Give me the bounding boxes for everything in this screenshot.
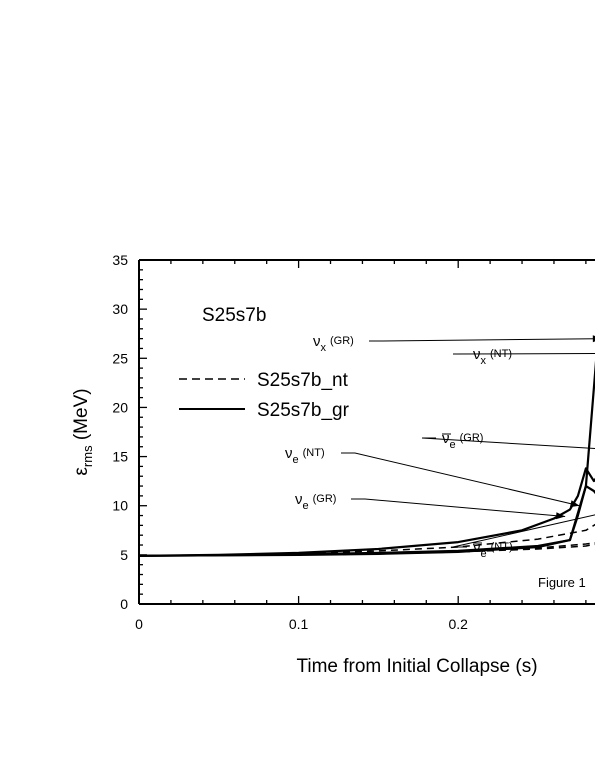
annotation-symbol: ν [313,333,321,350]
annotation-symbol: ν [442,430,450,447]
y-tick-label: 0 [120,596,128,612]
chart-title: S25s7b [202,305,266,326]
svg-text:εrms (MeV): εrms (MeV) [71,388,95,475]
annotation-sub: x [481,355,487,367]
annotation-leader [369,338,595,342]
annotation-leader [452,514,595,548]
legend: S25s7b_nt S25s7b_gr [179,370,350,421]
x-tick-label: 0 [135,616,143,632]
annotation-symbol: ν [473,539,481,556]
figure-label: Figure 1 [538,575,586,590]
x-tick-label: 0.1 [289,616,309,632]
series-line [138,523,595,557]
annotation-sub: e [303,500,309,512]
annotation-tag: (GR) [313,493,337,505]
y-tick-label: 5 [120,547,128,563]
y-tick-label: 35 [112,252,128,268]
annotation-sub: e [481,548,487,560]
annotation-leader [452,353,595,355]
series-lines [138,360,595,557]
y-axis-title-sub: rms [80,445,95,467]
annotation-sub: e [450,439,456,451]
legend-label-gr: S25s7b_gr [257,400,350,421]
legend-label-nt: S25s7b_nt [257,370,349,391]
annotation-symbol: ν [295,491,303,508]
x-axis-title: Time from Initial Collapse (s) [296,656,537,677]
series-line [138,467,595,557]
annotation-tag: (NT) [303,447,325,459]
y-tick-label: 15 [112,449,128,465]
annotation-label: νe (NT) [473,539,513,560]
axis-ticks: 00.10.20.30.405101520253035 [112,252,587,632]
annotation-symbol: ν [473,346,481,363]
y-axis-title-symbol: ε [71,467,92,476]
series-line [138,542,595,557]
annotation-label: νx(GR) [313,333,354,354]
annotation-sub: x [321,342,327,354]
line-annotations: νx(GR)νx(NT)νe(NT)νe(GR)νe(GR)νe(NT) [285,333,595,560]
plot-axes [138,259,595,605]
annotation-leader [341,452,580,507]
annotation-leader [351,498,566,518]
series-line [138,360,595,557]
annotation-symbol: ν [285,445,293,462]
y-tick-label: 20 [112,399,128,415]
series-line [138,543,595,557]
y-tick-label: 30 [112,301,128,317]
annotation-arrowhead [592,335,595,343]
y-axis-title: εrms (MeV) [71,388,95,475]
x-tick-label: 0.2 [448,616,468,632]
annotation-sub: e [293,454,299,466]
annotation-label: νe (NT) [285,445,325,466]
annotation-leader [421,437,595,449]
y-tick-label: 10 [112,498,128,514]
annotation-tag: (GR) [460,432,484,444]
series-line [138,485,595,557]
annotation-tag: (NT) [491,541,513,553]
annotation-arrowhead [569,500,580,508]
annotation-arrowhead [555,512,566,520]
y-axis-title-unit: (MeV) [71,388,92,445]
annotation-label: νe (GR) [295,491,336,512]
annotation-tag: (GR) [330,335,354,347]
annotation-label: νx(NT) [473,346,512,367]
y-tick-label: 25 [112,350,128,366]
